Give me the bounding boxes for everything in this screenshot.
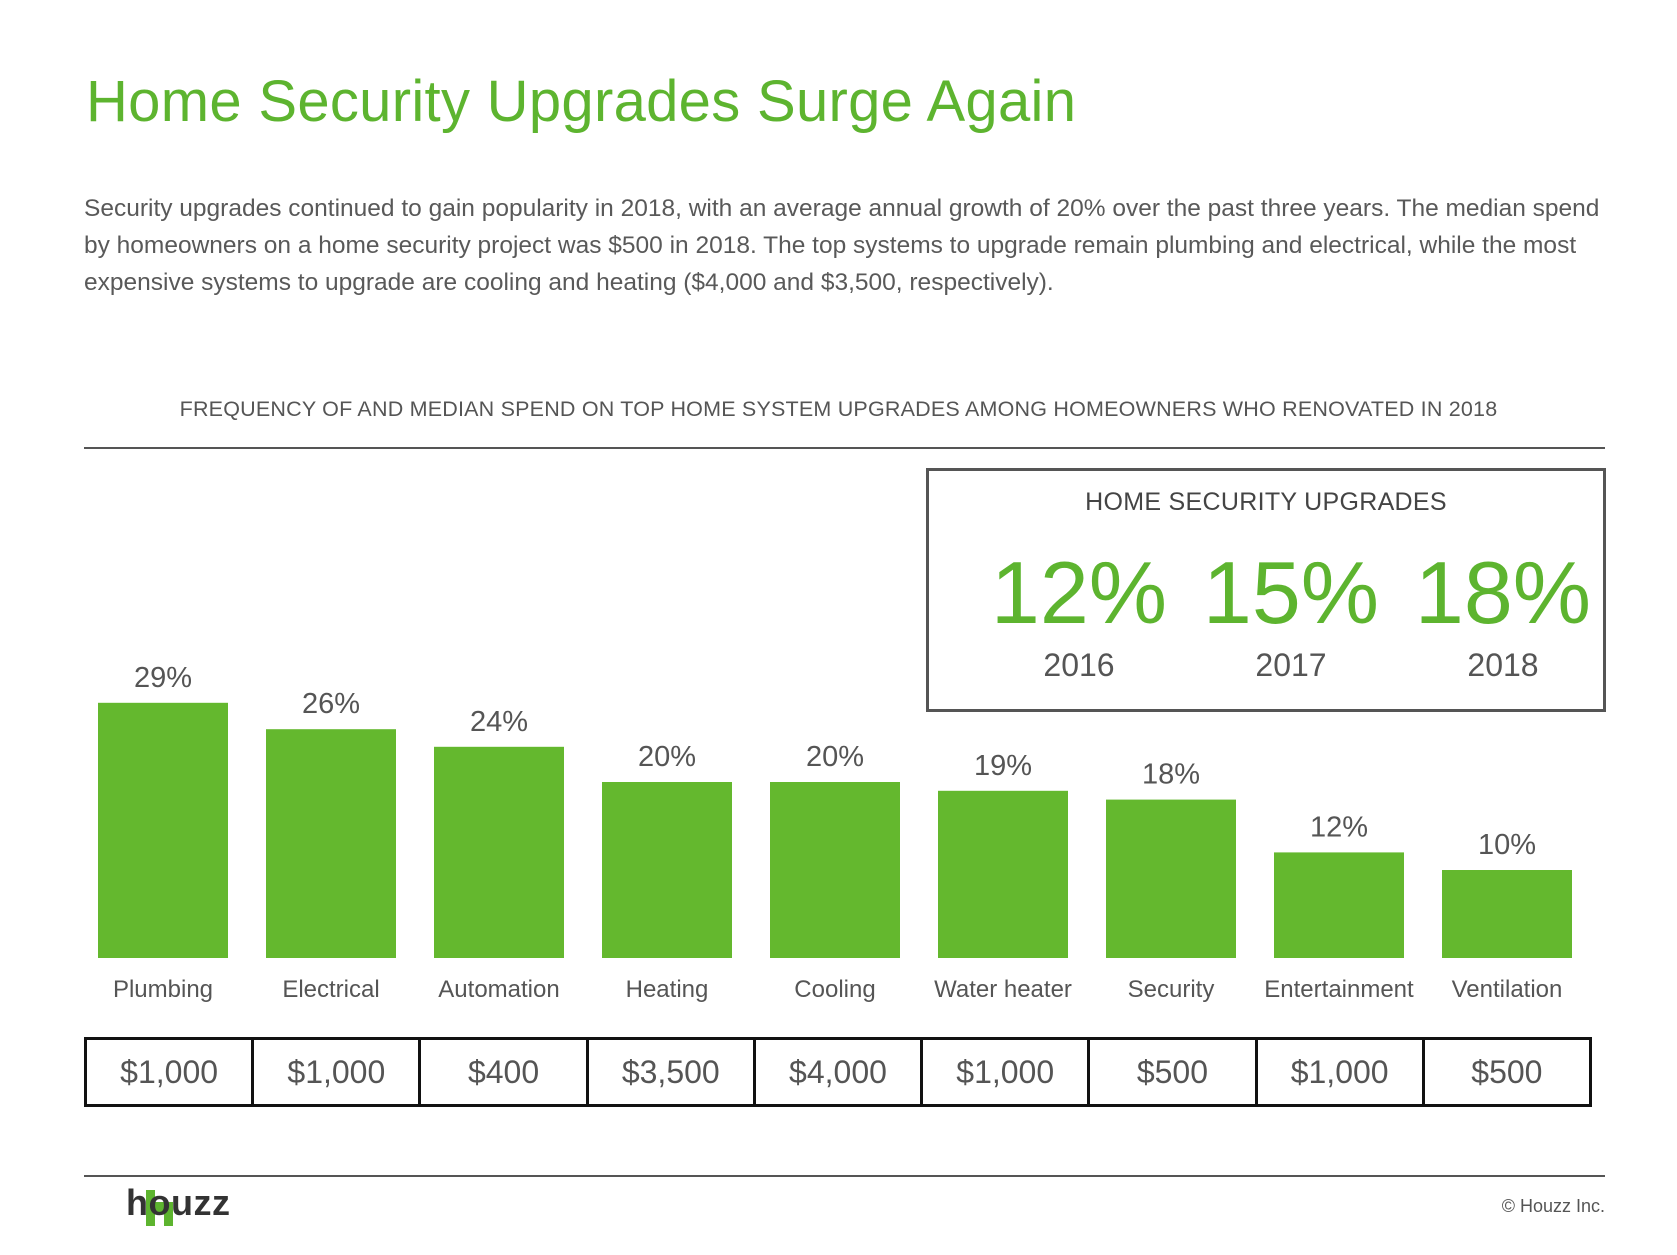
bar-heating <box>602 782 732 958</box>
stat-2016: 12% 2016 <box>979 543 1179 685</box>
houzz-logo-icon <box>146 1190 173 1226</box>
stat-year: 2018 <box>1467 647 1539 683</box>
bar-cooling <box>770 782 900 958</box>
category-label: Water heater <box>934 976 1072 1003</box>
spend-cell-security: $500 <box>1090 1040 1258 1104</box>
page-title: Home Security Upgrades Surge Again <box>86 69 1077 134</box>
stat-value: 15% <box>1202 543 1380 642</box>
bar-value-label: 12% <box>1310 811 1368 843</box>
category-label: Entertainment <box>1264 976 1414 1003</box>
spend-cell-automation: $400 <box>421 1040 589 1104</box>
bar-chart: 29% Plumbing 26% Electrical 24% Automation 20%… <box>98 662 1572 1003</box>
spend-cell-ventilation: $500 <box>1471 1053 1543 1090</box>
top-divider <box>84 447 1605 449</box>
bar-electrical <box>266 729 396 958</box>
bar-value-label: 29% <box>134 662 192 694</box>
median-spend-table: $1,000 $1,000 $400 $3,500 $4,000 $1,000 $500 $1… <box>84 1037 1592 1107</box>
bar-value-label: 24% <box>470 706 528 738</box>
copyright-text: © Houzz Inc. <box>1501 1196 1605 1216</box>
category-label: Cooling <box>794 976 875 1003</box>
category-label: Electrical <box>282 976 379 1003</box>
intro-paragraph: Security upgrades continued to gain popu… <box>84 195 1600 296</box>
stat-2017: 15% 2017 <box>1191 543 1391 685</box>
bar-value-label: 18% <box>1142 759 1200 791</box>
category-label: Plumbing <box>113 976 213 1003</box>
stat-2018: 18% 2018 <box>1403 543 1603 685</box>
houzz-wordmark: houzz <box>126 1182 231 1223</box>
bar-value-label: 19% <box>974 750 1032 782</box>
stat-value: 12% <box>990 543 1168 642</box>
category-label: Security <box>1128 976 1215 1003</box>
bar-security <box>1106 799 1236 958</box>
category-label: Heating <box>626 976 709 1003</box>
spend-cell-cooling: $4,000 <box>756 1040 924 1104</box>
bar-water-heater <box>938 790 1068 958</box>
bar-plumbing <box>98 702 228 958</box>
spend-cell-heating: $3,500 <box>589 1040 756 1104</box>
bar-value-label: 10% <box>1478 829 1536 861</box>
spend-cell-water-heater: $1,000 <box>923 1040 1091 1104</box>
spend-cell-electrical: $1,000 <box>254 1040 422 1104</box>
callout-title: HOME SECURITY UPGRADES <box>1085 488 1447 516</box>
category-label: Automation <box>438 976 559 1003</box>
bar-entertainment <box>1274 852 1404 958</box>
spend-cell-entertainment: $1,000 <box>1258 1040 1425 1104</box>
security-callout-box: HOME SECURITY UPGRADES 12% 2016 15% 2017… <box>926 468 1606 712</box>
bottom-divider <box>84 1175 1605 1177</box>
spend-cell-plumbing: $1,000 <box>87 1040 255 1104</box>
bar-value-label: 20% <box>638 741 696 773</box>
stat-year: 2017 <box>1255 647 1327 683</box>
stat-year: 2016 <box>1043 647 1115 683</box>
bar-value-label: 26% <box>302 688 360 720</box>
bar-automation <box>434 746 564 958</box>
stat-value: 18% <box>1414 543 1592 642</box>
bar-value-label: 20% <box>806 741 864 773</box>
chart-title: FREQUENCY OF AND MEDIAN SPEND ON TOP HOM… <box>179 397 1498 421</box>
bar-ventilation <box>1442 870 1572 958</box>
category-label: Ventilation <box>1452 976 1563 1003</box>
